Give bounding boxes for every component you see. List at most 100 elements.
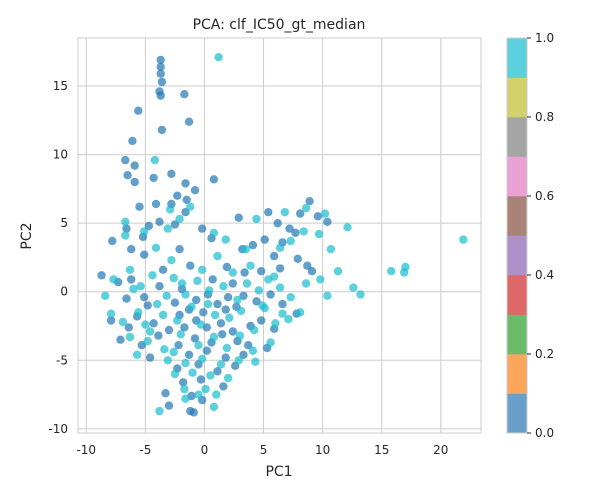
data-point [153, 299, 162, 309]
data-point [157, 125, 167, 135]
data-point [284, 315, 293, 324]
data-point [323, 217, 332, 226]
data-point [121, 155, 130, 165]
data-point [156, 55, 165, 65]
data-point [149, 173, 158, 183]
data-point [296, 209, 305, 218]
data-point [286, 293, 295, 302]
colorbar-frame [506, 37, 528, 434]
data-point [106, 309, 116, 318]
data-point [186, 202, 195, 211]
colorbar-segment [507, 314, 527, 355]
data-point [252, 214, 261, 224]
data-point [209, 175, 219, 184]
data-point [181, 208, 190, 217]
data-point [122, 224, 131, 233]
x-tick-label: 20 [433, 443, 448, 457]
colorbar-tick-label: 0.0 [535, 426, 554, 440]
data-point [125, 332, 135, 342]
data-point [123, 171, 132, 180]
y-axis-ticks: -10 -5 0 5 10 15 [48, 79, 68, 436]
data-point [121, 231, 130, 240]
data-point [235, 331, 245, 340]
data-point [167, 256, 176, 265]
plot-area: -10 -5 0 5 10 15 20 -10 -5 0 5 10 15 [48, 37, 482, 457]
colorbar-tick-label: 0.8 [535, 110, 554, 124]
data-point [158, 310, 168, 320]
data-point [228, 327, 237, 336]
y-tick-label: 0 [60, 285, 68, 299]
data-point [181, 179, 190, 188]
data-point [459, 235, 468, 244]
colorbar-tick-label: 0.4 [535, 268, 554, 282]
data-point [145, 327, 155, 336]
data-point [151, 199, 161, 209]
data-point [222, 343, 232, 353]
data-point [199, 308, 208, 317]
data-point [127, 275, 136, 284]
data-point [137, 341, 146, 350]
data-point [180, 323, 189, 332]
data-point [180, 384, 189, 394]
data-point [97, 271, 106, 280]
data-point [221, 353, 230, 362]
data-point [206, 371, 215, 380]
data-point [216, 319, 226, 328]
x-tick-label: 5 [260, 443, 268, 457]
data-point [144, 221, 154, 231]
data-point [251, 357, 260, 366]
data-point [163, 356, 172, 365]
data-point [193, 276, 202, 285]
data-point [163, 224, 172, 233]
data-point [154, 331, 163, 340]
data-point [187, 302, 196, 311]
data-point [177, 279, 187, 288]
data-point [116, 335, 125, 344]
data-point [150, 155, 159, 165]
data-point [134, 106, 143, 115]
data-point [156, 62, 165, 71]
data-point [314, 229, 324, 239]
data-point [170, 220, 180, 229]
data-point [216, 360, 226, 369]
data-point [286, 236, 295, 246]
data-point [145, 353, 155, 362]
y-tick-label: -5 [56, 353, 68, 367]
data-point [190, 334, 200, 343]
colorbar-segment [507, 393, 527, 434]
data-point [175, 214, 184, 224]
data-point [271, 319, 280, 328]
data-point [140, 227, 149, 236]
data-point [275, 283, 285, 292]
data-point [222, 262, 232, 272]
y-tick-label: 5 [60, 216, 68, 230]
data-point [182, 195, 191, 204]
data-point [387, 267, 396, 276]
data-point [326, 245, 336, 254]
data-point [170, 369, 180, 379]
data-point [130, 161, 139, 170]
data-point [270, 251, 279, 261]
data-point [205, 286, 214, 295]
data-point [125, 265, 135, 274]
data-point [249, 325, 259, 335]
x-tick-label: -10 [76, 443, 96, 457]
data-point [134, 308, 143, 317]
data-point [299, 227, 308, 236]
data-point [210, 310, 220, 320]
data-point [101, 291, 110, 300]
data-point [221, 305, 230, 314]
data-point [181, 358, 190, 368]
x-tick-label: 0 [201, 443, 209, 457]
data-point [209, 332, 219, 342]
data-point [162, 291, 171, 300]
data-point [176, 330, 185, 339]
data-point [213, 367, 222, 376]
data-point [239, 350, 248, 359]
chart-title: PCA: clf_IC50_gt_median [193, 17, 366, 33]
data-point [223, 373, 233, 383]
data-point [128, 136, 137, 146]
data-point [140, 250, 149, 259]
